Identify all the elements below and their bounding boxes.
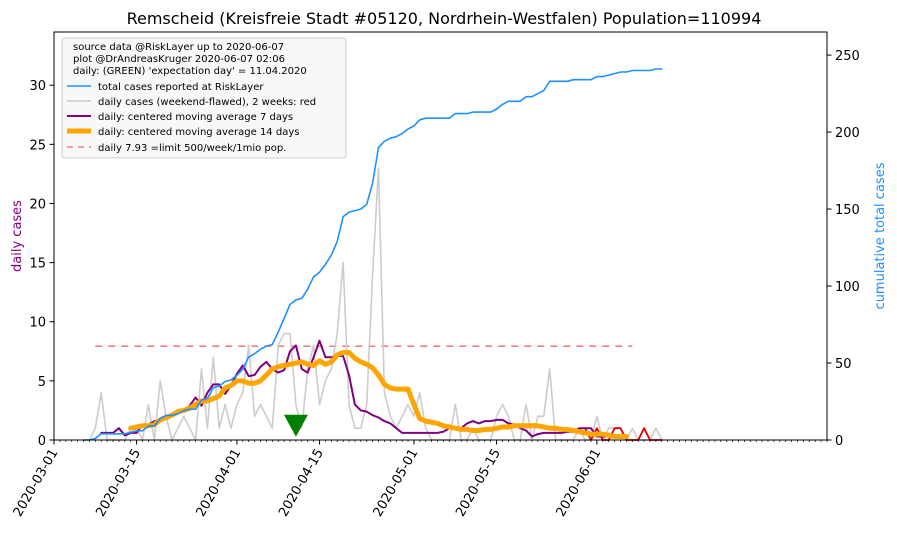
legend-label-daily: daily cases (weekend-flawed), 2 weeks: r… [98, 97, 316, 108]
right-y-tick-label: 150 [835, 203, 860, 218]
expectation-day-marker [283, 414, 308, 437]
x-tick-label: 2020-03-15 [93, 447, 144, 520]
left-y-tick-label: 30 [29, 79, 46, 94]
legend-label-limit: daily 7.93 =limit 500/week/1mio pop. [98, 143, 286, 154]
total-cases-line [82, 68, 663, 441]
legend-label-total: total cases reported at RiskLayer [98, 82, 264, 93]
left-y-tick-label: 10 [29, 316, 46, 331]
legend-box [61, 37, 347, 159]
right-y-tick-label: 50 [835, 357, 852, 372]
x-tick-label: 2020-06-01 [554, 447, 605, 520]
left-axis-label: daily cases [10, 200, 25, 272]
right-y-tick-label: 0 [835, 434, 843, 449]
chart-title: Remscheid (Kreisfreie Stadt #05120, Nord… [127, 9, 762, 28]
right-y-tick-label: 250 [835, 49, 860, 64]
legend: source data @RiskLayer up to 2020-06-07 … [61, 37, 347, 159]
right-axis-label: cumulative total cases [873, 162, 888, 309]
axes-frame [53, 31, 828, 441]
legend-header-plot: plot @DrAndreasKruger 2020-06-07 02:06 [73, 54, 285, 65]
left-y-tick-label: 0 [38, 434, 46, 449]
right-y-tick-label: 200 [835, 126, 860, 141]
x-tick-label: 2020-04-15 [276, 447, 327, 520]
right-y-tick-label: 100 [835, 280, 860, 295]
x-tick-label: 2020-05-15 [453, 447, 504, 520]
legend-label-ma14: daily: centered moving average 14 days [98, 127, 299, 138]
legend-header-expectation: daily: (GREEN) 'expectation day' = 11.04… [73, 66, 307, 77]
x-tick-label: 2020-03-01 [11, 447, 62, 520]
legend-label-ma7: daily: centered moving average 7 days [98, 112, 293, 123]
x-tick-label: 2020-05-01 [371, 447, 422, 520]
moving-average-14-line [128, 350, 629, 439]
left-y-tick-label: 15 [29, 257, 46, 272]
left-y-tick-label: 25 [29, 138, 46, 153]
left-y-tick-label: 5 [38, 375, 46, 390]
x-tick-label: 2020-04-01 [194, 447, 245, 520]
left-y-tick-label: 20 [29, 197, 46, 212]
legend-header-source: source data @RiskLayer up to 2020-06-07 [73, 42, 284, 53]
